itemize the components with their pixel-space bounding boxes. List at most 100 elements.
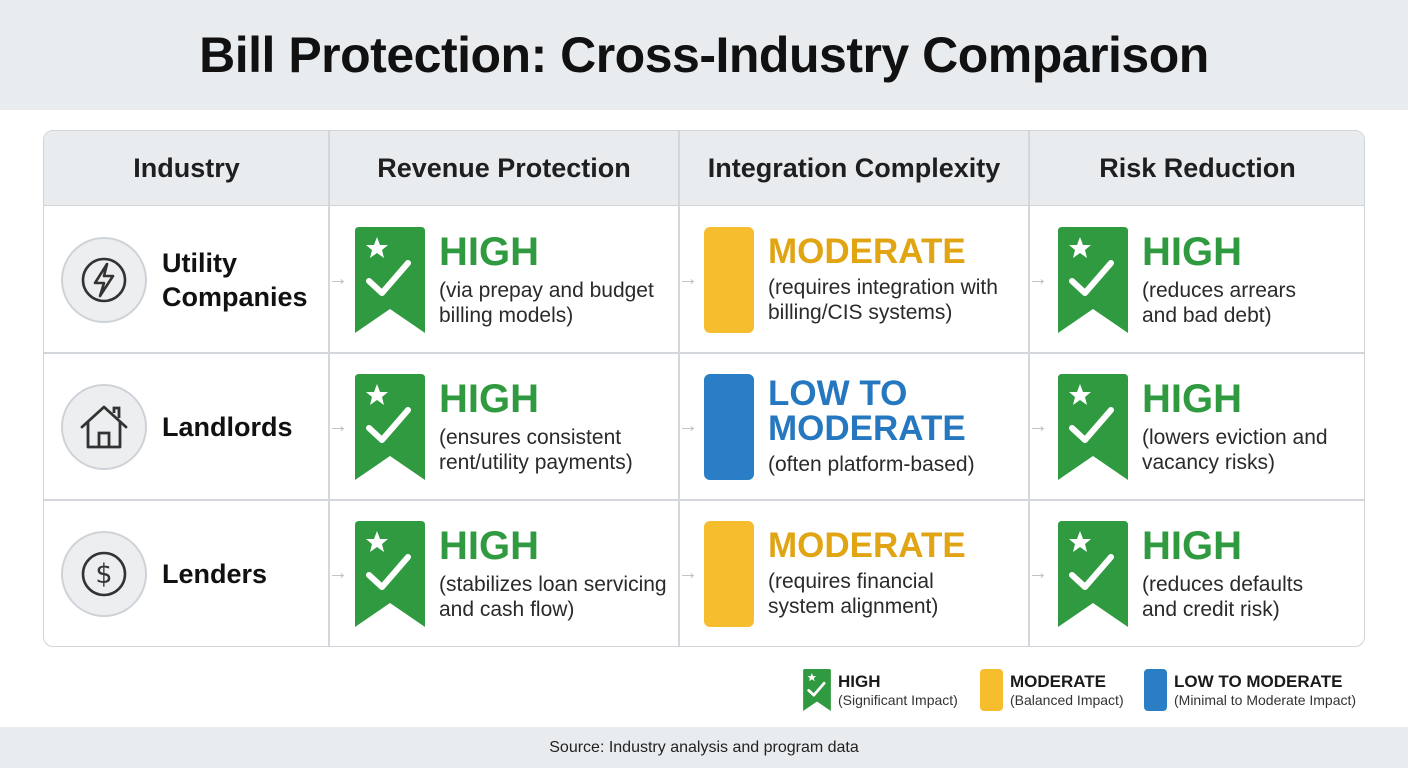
high-badge-icon — [355, 373, 425, 480]
legend-sub: (Balanced Impact) — [1010, 691, 1124, 708]
desc-line: (often platform-based) — [768, 453, 975, 476]
industry-name: Utility Companies — [162, 246, 308, 314]
table-row-lenders: $ Lenders → HIGH (stabilizes loan servic… — [44, 500, 1364, 646]
rating-level: HIGH — [1142, 523, 1242, 568]
header-risk-reduction: Risk Reduction — [1099, 153, 1296, 183]
column-divider — [1028, 131, 1030, 646]
rating-description: (requires integration with billing/CIS s… — [768, 275, 998, 325]
chevron-right-icon: → — [678, 268, 698, 290]
desc-line: and bad debt) — [1142, 303, 1272, 327]
chevron-right-icon: → — [678, 415, 698, 437]
legend-sub: (Significant Impact) — [838, 691, 958, 708]
rating-level-line: LOW TO — [768, 374, 908, 413]
source-footer: Source: Industry analysis and program da… — [0, 727, 1408, 768]
industry-name-line: Companies — [162, 281, 308, 312]
revenue-cell: HIGH (ensures consistent rent/utility pa… — [355, 353, 633, 500]
rating-level-line: MODERATE — [768, 409, 966, 448]
desc-line: and cash flow) — [439, 597, 575, 621]
low-to-moderate-bar-icon — [704, 373, 754, 480]
desc-line: rent/utility payments) — [439, 450, 633, 474]
moderate-bar-icon — [704, 520, 754, 627]
row-divider — [44, 499, 1364, 501]
rating-text: HIGH (ensures consistent rent/utility pa… — [439, 379, 633, 475]
high-badge-icon — [1058, 226, 1128, 333]
desc-line: (reduces defaults — [1142, 572, 1304, 596]
house-icon — [61, 383, 147, 470]
moderate-bar-icon — [980, 669, 1003, 711]
rating-level: HIGH — [439, 376, 539, 421]
rating-level: HIGH — [1142, 229, 1242, 274]
legend-level: LOW TO MODERATE — [1174, 671, 1343, 691]
rating-text: HIGH (via prepay and budget billing mode… — [439, 232, 654, 328]
industry-cell: Utility Companies — [44, 206, 329, 353]
integration-cell: MODERATE (requires integration with bill… — [704, 206, 998, 353]
high-badge-icon — [355, 226, 425, 333]
desc-line: vacancy risks) — [1142, 450, 1276, 474]
legend-text: HIGH (Significant Impact) — [838, 672, 958, 709]
industry-name-line: Utility — [162, 247, 238, 278]
rating-text: HIGH (lowers eviction and vacancy risks) — [1142, 379, 1328, 475]
rating-description: (often platform-based) — [768, 452, 975, 477]
chevron-right-icon: → — [1028, 562, 1048, 584]
rating-description: (ensures consistent rent/utility payment… — [439, 425, 633, 475]
rating-description: (requires financial system alignment) — [768, 569, 966, 619]
rating-level: MODERATE — [768, 232, 966, 271]
desc-line: (requires financial — [768, 570, 934, 593]
rating-level: LOW TO MODERATE — [768, 376, 975, 446]
legend-item-low-to-moderate: LOW TO MODERATE (Minimal to Moderate Imp… — [1144, 668, 1356, 712]
desc-line: and credit risk) — [1142, 597, 1280, 621]
chevron-right-icon: → — [678, 562, 698, 584]
legend-sub: (Minimal to Moderate Impact) — [1174, 691, 1357, 708]
risk-cell: HIGH (reduces defaults and credit risk) — [1058, 500, 1303, 646]
high-badge-icon — [1058, 520, 1128, 627]
rating-text: MODERATE (requires financial system alig… — [768, 528, 966, 619]
desc-line: system alignment) — [768, 595, 939, 618]
industry-cell: Landlords — [44, 353, 329, 500]
rating-description: (reduces defaults and credit risk) — [1142, 572, 1303, 622]
column-divider — [328, 131, 330, 646]
desc-line: (lowers eviction and — [1142, 425, 1328, 449]
chevron-right-icon: → — [1028, 268, 1048, 290]
desc-line: (ensures consistent — [439, 425, 622, 449]
risk-cell: HIGH (lowers eviction and vacancy risks) — [1058, 353, 1328, 500]
title-bar: Bill Protection: Cross-Industry Comparis… — [0, 0, 1408, 110]
rating-level: HIGH — [439, 229, 539, 274]
table-row-landlords: Landlords → HIGH (ensures consistent ren… — [44, 353, 1364, 500]
desc-line: billing models) — [439, 303, 574, 327]
desc-line: (requires integration with — [768, 276, 998, 299]
dollar-icon: $ — [61, 530, 147, 617]
rating-text: HIGH (reduces arrears and bad debt) — [1142, 232, 1296, 328]
desc-line: (stabilizes loan servicing — [439, 572, 667, 596]
legend-text: MODERATE (Balanced Impact) — [1010, 672, 1124, 709]
rating-text: MODERATE (requires integration with bill… — [768, 234, 998, 325]
rating-level: HIGH — [1142, 376, 1242, 421]
legend-item-high: HIGH (Significant Impact) — [803, 668, 958, 712]
comparison-table: Industry Revenue Protection Integration … — [43, 130, 1365, 647]
rating-level: MODERATE — [768, 526, 966, 565]
page-title: Bill Protection: Cross-Industry Comparis… — [199, 27, 1209, 83]
chevron-right-icon: → — [328, 415, 348, 437]
rating-level: HIGH — [439, 523, 539, 568]
legend-item-moderate: MODERATE (Balanced Impact) — [980, 668, 1124, 712]
legend-level: MODERATE — [1010, 671, 1107, 691]
low-to-moderate-bar-icon — [1144, 669, 1167, 711]
rating-description: (lowers eviction and vacancy risks) — [1142, 425, 1328, 475]
industry-name-line: Landlords — [162, 411, 293, 442]
revenue-cell: HIGH (stabilizes loan servicing and cash… — [355, 500, 667, 646]
rating-description: (stabilizes loan servicing and cash flow… — [439, 572, 667, 622]
rating-description: (reduces arrears and bad debt) — [1142, 278, 1296, 328]
desc-line: (reduces arrears — [1142, 278, 1297, 302]
desc-line: (via prepay and budget — [439, 278, 654, 302]
chevron-right-icon: → — [328, 268, 348, 290]
table-header: Industry Revenue Protection Integration … — [44, 131, 1364, 206]
chevron-right-icon: → — [1028, 415, 1048, 437]
integration-cell: MODERATE (requires financial system alig… — [704, 500, 966, 646]
legend-level: HIGH — [838, 671, 881, 691]
rating-text: HIGH (stabilizes loan servicing and cash… — [439, 526, 667, 622]
risk-cell: HIGH (reduces arrears and bad debt) — [1058, 206, 1296, 353]
desc-line: billing/CIS systems) — [768, 301, 953, 324]
chevron-right-icon: → — [328, 562, 348, 584]
industry-cell: $ Lenders — [44, 500, 329, 646]
rating-description: (via prepay and budget billing models) — [439, 278, 654, 328]
industry-name: Landlords — [162, 410, 293, 444]
